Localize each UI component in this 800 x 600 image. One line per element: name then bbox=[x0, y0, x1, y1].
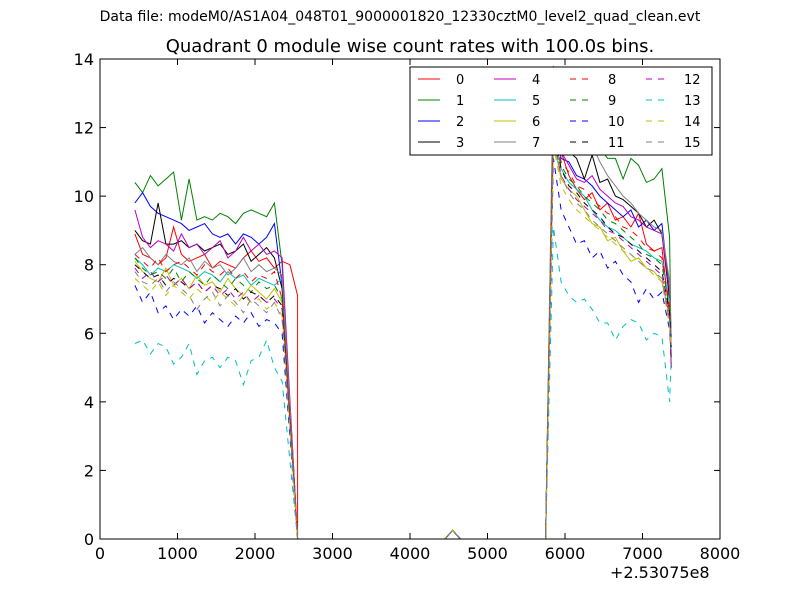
legend-box bbox=[409, 66, 713, 156]
legend-label-7: 7 bbox=[532, 136, 540, 151]
x-tick-label: 7000 bbox=[622, 544, 663, 563]
y-tick-label: 4 bbox=[84, 393, 94, 412]
legend-label-14: 14 bbox=[684, 115, 701, 130]
legend-label-6: 6 bbox=[532, 115, 540, 130]
legend-label-15: 15 bbox=[684, 136, 701, 151]
legend-label-2: 2 bbox=[456, 115, 464, 130]
y-tick-label: 0 bbox=[84, 530, 94, 549]
legend-label-3: 3 bbox=[456, 136, 464, 151]
series-line-8 bbox=[134, 120, 672, 540]
x-tick-label: 0 bbox=[95, 544, 105, 563]
legend-label-13: 13 bbox=[684, 94, 701, 109]
x-axis-offset-label: +2.53075e8 bbox=[610, 563, 710, 582]
series-line-0 bbox=[134, 100, 672, 540]
legend-label-0: 0 bbox=[456, 73, 464, 88]
series-line-1 bbox=[134, 89, 672, 540]
series-line-3 bbox=[134, 106, 672, 540]
legend-label-11: 11 bbox=[608, 136, 625, 151]
legend-label-4: 4 bbox=[532, 73, 540, 88]
legend-label-1: 1 bbox=[456, 94, 464, 109]
series-line-4 bbox=[134, 113, 672, 540]
x-tick-label: 3000 bbox=[312, 544, 353, 563]
legend-label-9: 9 bbox=[608, 94, 616, 109]
y-tick-label: 6 bbox=[84, 324, 94, 343]
legend-label-10: 10 bbox=[608, 115, 625, 130]
series-line-11 bbox=[134, 130, 672, 540]
series-line-2 bbox=[134, 110, 672, 540]
x-axis-ticks: 0 1000 2000 3000 4000 5000 6000 7000 8000 bbox=[95, 59, 740, 563]
legend-label-12: 12 bbox=[684, 73, 701, 88]
x-tick-label: 5000 bbox=[467, 544, 508, 563]
series-line-5 bbox=[134, 127, 672, 540]
legend-label-8: 8 bbox=[608, 73, 616, 88]
y-tick-label: 10 bbox=[74, 187, 94, 206]
chart-title: Quadrant 0 module wise count rates with … bbox=[165, 36, 655, 57]
y-tick-label: 12 bbox=[74, 119, 94, 138]
series-line-9 bbox=[134, 124, 672, 540]
x-tick-label: 8000 bbox=[700, 544, 741, 563]
series-line-10 bbox=[134, 158, 672, 540]
series-line-12 bbox=[134, 134, 672, 540]
y-tick-label: 8 bbox=[84, 256, 94, 275]
series-line-6 bbox=[134, 141, 672, 540]
x-tick-label: 2000 bbox=[235, 544, 276, 563]
x-tick-label: 4000 bbox=[390, 544, 431, 563]
y-tick-label: 14 bbox=[74, 50, 94, 69]
y-tick-label: 2 bbox=[84, 461, 94, 480]
x-tick-label: 1000 bbox=[157, 544, 198, 563]
series-line-14 bbox=[134, 144, 672, 540]
legend-label-5: 5 bbox=[532, 94, 540, 109]
figure-suptitle: Data file: modeM0/AS1A04_048T01_90000018… bbox=[99, 9, 701, 25]
x-tick-label: 6000 bbox=[545, 544, 586, 563]
series-line-13 bbox=[134, 226, 672, 540]
